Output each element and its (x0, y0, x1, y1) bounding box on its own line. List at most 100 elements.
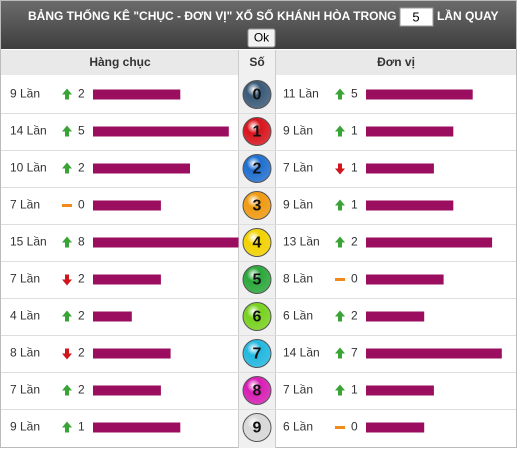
units-count: 6 Lần (283, 309, 313, 323)
units-count: 9 Lần (283, 124, 313, 138)
tens-count: 10 Lần (10, 161, 47, 175)
trend-up-icon (335, 88, 345, 100)
units-bar (366, 126, 454, 137)
ball-digit: 7 (253, 346, 262, 363)
tens-change: 2 (78, 309, 85, 323)
ok-button[interactable] (247, 28, 276, 48)
units-change: 2 (351, 235, 358, 249)
trend-up-icon (335, 384, 345, 396)
units-count: 13 Lần (283, 235, 320, 249)
units-count: 7 Lần (283, 161, 313, 175)
trend-up-icon (62, 384, 72, 396)
tens-count: 9 Lần (10, 420, 40, 434)
tens-change: 5 (78, 124, 85, 138)
tens-bar (93, 422, 181, 433)
column-header: Hàng chục (89, 55, 151, 69)
units-change: 0 (351, 272, 358, 286)
ball (242, 80, 272, 109)
units-count: 14 Lần (283, 346, 320, 360)
tens-count: 7 Lần (10, 198, 40, 212)
units-bar (366, 237, 493, 248)
ball-digit: 0 (253, 87, 262, 104)
units-change: 1 (351, 198, 358, 212)
trend-flat-icon (335, 278, 345, 281)
units-bar (366, 89, 473, 100)
units-count: 9 Lần (283, 198, 313, 212)
tens-count: 14 Lần (10, 124, 47, 138)
ball (242, 228, 272, 257)
trend-up-icon (62, 310, 72, 322)
tens-bar (93, 385, 161, 396)
trend-up-icon (335, 310, 345, 322)
units-bar (366, 422, 425, 433)
units-count: 8 Lần (283, 272, 313, 286)
tens-change: 2 (78, 87, 85, 101)
tens-bar (93, 237, 239, 248)
ball (242, 376, 272, 405)
units-bar (366, 311, 425, 322)
tens-bar (93, 348, 171, 359)
tens-change: 2 (78, 272, 85, 286)
ball (242, 413, 272, 442)
trend-down-icon (62, 348, 72, 360)
tens-count: 4 Lần (10, 309, 40, 323)
trend-down-icon (335, 163, 345, 175)
units-change: 5 (351, 87, 358, 101)
ball (242, 117, 272, 146)
tens-bar (93, 311, 132, 322)
ok-button-label: Ok (254, 31, 270, 45)
ball-digit: 3 (253, 198, 262, 215)
tens-change: 0 (78, 198, 85, 212)
trend-up-icon (62, 162, 72, 174)
tens-change: 1 (78, 420, 85, 434)
tens-change: 2 (78, 383, 85, 397)
units-change: 2 (351, 309, 358, 323)
ball (242, 154, 272, 183)
units-bar (366, 385, 434, 396)
ball-digit: 4 (253, 235, 262, 252)
trend-up-icon (335, 125, 345, 137)
trend-flat-icon (335, 426, 345, 429)
tens-count: 15 Lần (10, 235, 47, 249)
units-bar (366, 163, 434, 174)
ball-digit: 9 (253, 420, 262, 437)
tens-change: 2 (78, 161, 85, 175)
ball (242, 265, 272, 294)
units-bar (366, 348, 502, 359)
tens-count: 7 Lần (10, 272, 40, 286)
tens-change: 8 (78, 235, 85, 249)
ball-digit: 2 (253, 161, 262, 178)
trend-up-icon (62, 88, 72, 100)
units-count: 11 Lần (283, 87, 319, 101)
units-count: 6 Lần (283, 420, 313, 434)
trend-up-icon (335, 199, 345, 211)
tens-count: 7 Lần (10, 383, 40, 397)
count-input[interactable] (399, 7, 434, 27)
tens-bar (93, 200, 161, 211)
units-bar (366, 274, 444, 285)
trend-down-icon (62, 274, 72, 286)
ball-digit: 1 (253, 124, 262, 141)
ball-digit: 6 (253, 309, 262, 326)
ball (242, 339, 272, 368)
ball (242, 302, 272, 331)
count-input-value: 5 (412, 9, 419, 24)
tens-bar (93, 126, 229, 137)
tens-change: 2 (78, 346, 85, 360)
units-count: 7 Lần (283, 383, 313, 397)
ball (242, 191, 272, 220)
trend-up-icon (335, 236, 345, 248)
units-change: 0 (351, 420, 358, 434)
units-change: 1 (351, 124, 358, 138)
trend-up-icon (335, 347, 345, 359)
column-header: Đơn vị (377, 55, 415, 69)
trend-up-icon (62, 125, 72, 137)
tens-bar (93, 274, 161, 285)
column-header: Số (249, 55, 264, 69)
tens-count: 8 Lần (10, 346, 40, 360)
ball-digit: 5 (253, 272, 262, 289)
tens-bar (93, 163, 190, 174)
units-bar (366, 200, 454, 211)
